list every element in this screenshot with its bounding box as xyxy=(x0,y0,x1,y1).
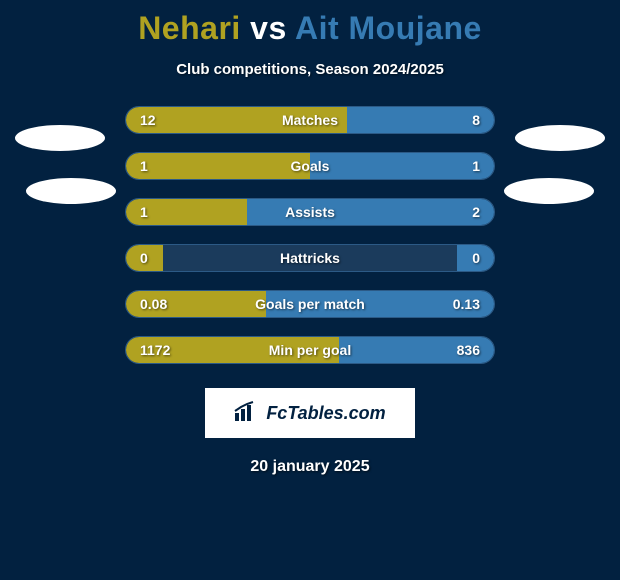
stat-row: 1Assists2 xyxy=(125,198,495,226)
stat-row: 12Matches8 xyxy=(125,106,495,134)
stat-row: 0Hattricks0 xyxy=(125,244,495,272)
subtitle: Club competitions, Season 2024/2025 xyxy=(0,61,620,78)
stat-right-value: 0 xyxy=(472,250,480,266)
team-right-badge-1 xyxy=(515,125,605,151)
title-player-right: Ait Moujane xyxy=(295,10,482,46)
stat-right-value: 836 xyxy=(457,342,480,358)
stat-right-value: 1 xyxy=(472,158,480,174)
stat-label: Matches xyxy=(126,112,494,128)
stats-container: 12Matches81Goals11Assists20Hattricks00.0… xyxy=(125,106,495,364)
stat-label: Goals xyxy=(126,158,494,174)
title-player-left: Nehari xyxy=(138,10,241,46)
stat-label: Assists xyxy=(126,204,494,220)
stat-label: Hattricks xyxy=(126,250,494,266)
stat-right-value: 2 xyxy=(472,204,480,220)
stat-label: Goals per match xyxy=(126,296,494,312)
branding-badge: FcTables.com xyxy=(205,388,415,438)
stat-right-value: 0.13 xyxy=(453,296,480,312)
branding-text: FcTables.com xyxy=(266,403,385,424)
stat-label: Min per goal xyxy=(126,342,494,358)
title-vs: vs xyxy=(250,10,287,46)
stat-row: 0.08Goals per match0.13 xyxy=(125,290,495,318)
stat-right-value: 8 xyxy=(472,112,480,128)
footer-date: 20 january 2025 xyxy=(0,458,620,476)
team-left-badge-2 xyxy=(26,178,116,204)
page-title: Nehari vs Ait Moujane xyxy=(0,0,620,47)
team-left-badge-1 xyxy=(15,125,105,151)
team-right-badge-2 xyxy=(504,178,594,204)
stat-row: 1Goals1 xyxy=(125,152,495,180)
chart-icon xyxy=(234,401,260,426)
stat-row: 1172Min per goal836 xyxy=(125,336,495,364)
